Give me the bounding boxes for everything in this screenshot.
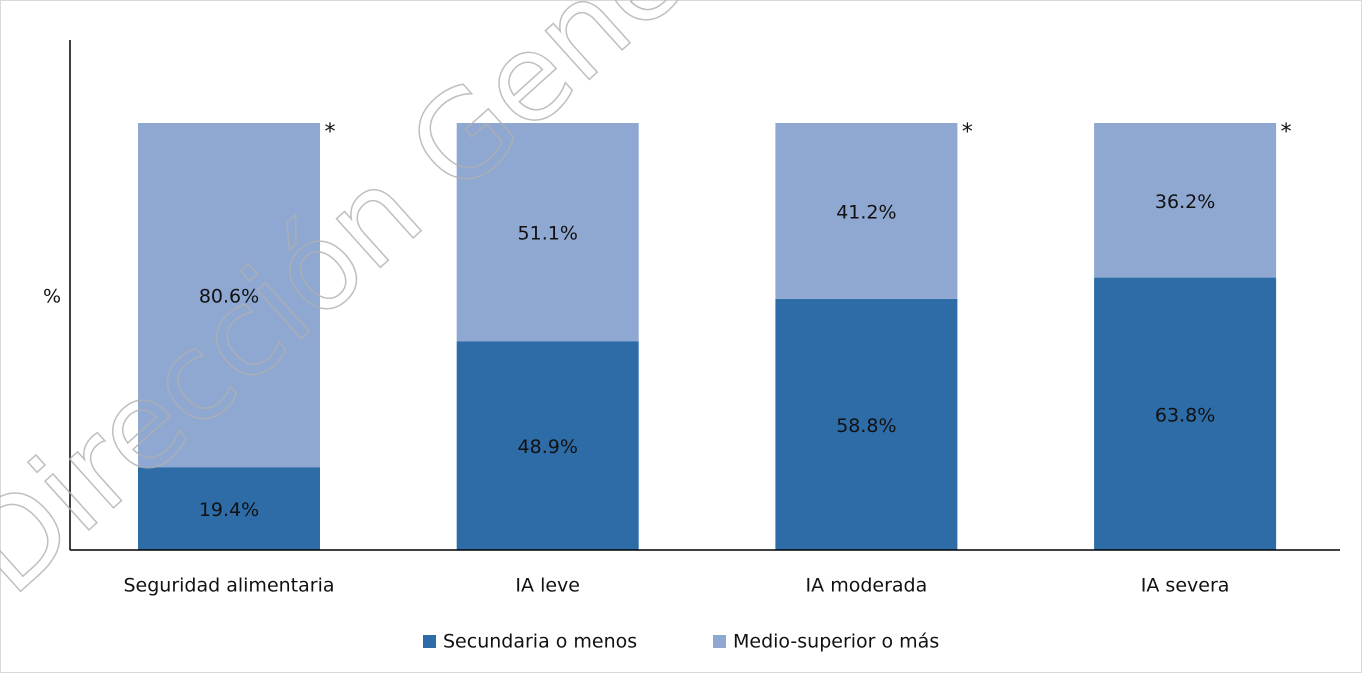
value-label: 36.2% bbox=[1155, 191, 1215, 213]
bar-segment bbox=[138, 467, 320, 550]
x-tick-label: Seguridad alimentaria bbox=[123, 575, 334, 597]
bar-segment bbox=[456, 123, 639, 342]
y-axis-label: % bbox=[43, 286, 61, 308]
annotation: * bbox=[962, 120, 973, 145]
bar-segment bbox=[456, 341, 639, 550]
value-label: 41.2% bbox=[836, 201, 896, 223]
value-label: 63.8% bbox=[1155, 404, 1215, 426]
bar-segment bbox=[138, 123, 320, 468]
bar-segment bbox=[1094, 277, 1277, 550]
value-label: 48.9% bbox=[518, 436, 578, 458]
legend-swatch bbox=[713, 635, 726, 648]
x-tick-label: IA severa bbox=[1141, 575, 1230, 597]
legend-label: Medio-superior o más bbox=[733, 631, 939, 653]
x-tick-label: IA moderada bbox=[806, 575, 928, 597]
legend-swatch bbox=[423, 635, 436, 648]
annotation: * bbox=[1281, 120, 1292, 145]
annotation: * bbox=[325, 120, 336, 145]
bar-segment bbox=[775, 298, 958, 550]
value-label: 58.8% bbox=[836, 415, 896, 437]
x-tick-label: IA leve bbox=[515, 575, 580, 597]
value-label: 80.6% bbox=[199, 286, 259, 308]
legend-label: Secundaria o menos bbox=[443, 631, 637, 653]
bar-segment bbox=[775, 123, 958, 299]
bar-segment bbox=[1094, 123, 1277, 278]
value-label: 19.4% bbox=[199, 499, 259, 521]
value-label: 51.1% bbox=[518, 223, 578, 245]
